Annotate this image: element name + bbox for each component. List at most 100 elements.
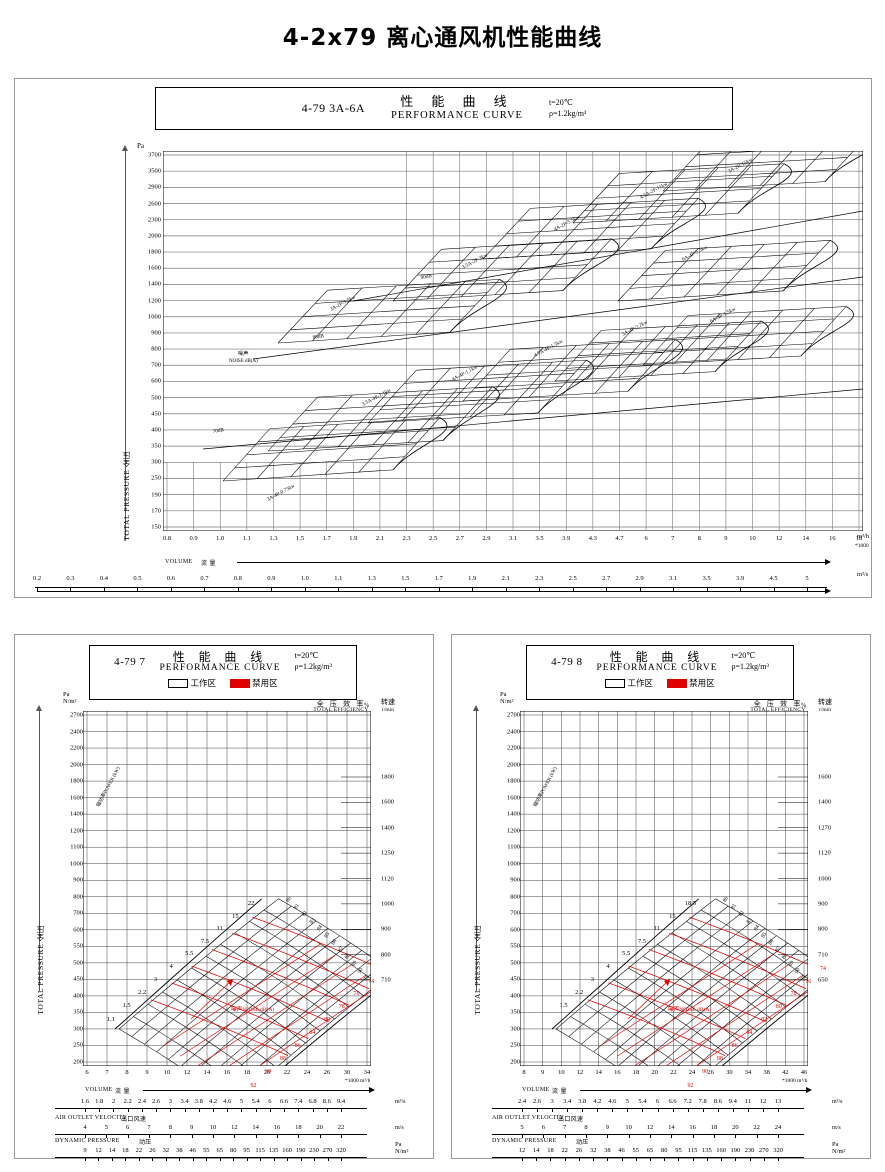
scale-label: 20 [732,1124,739,1131]
scale-label: 5 [805,575,809,582]
x-tick: 16 [614,1069,621,1076]
y-tick: 700 [151,361,161,369]
noise-label: 90 [702,1069,709,1076]
y-tick: 1100 [507,843,520,851]
scale-tick [650,1157,651,1161]
condition-block: t=20℃ ρ=1.2kg/m³ [549,98,586,120]
y-tick: 250 [73,1041,83,1049]
y-tick: 550 [510,942,520,950]
scale-label: 9 [190,1124,194,1131]
scale-tick [522,1108,523,1112]
y-tick: 300 [510,1025,520,1033]
noise-label: 84 [309,1029,316,1036]
efficiency-caption-8: 全 压 效 率 TOTAL EFFICIENCY [750,700,806,714]
x-tick: 14 [595,1069,602,1076]
scale-tick [269,1108,271,1112]
scale-label: 320 [773,1147,783,1154]
scale-label: 65 [646,1147,654,1154]
x-tick: 18 [855,535,863,542]
scale-label: 46 [618,1147,625,1154]
scale-tick [198,1108,200,1112]
scale-label: 16 [273,1124,281,1131]
scale-label: 3 [550,1098,554,1105]
scale-tick [260,1157,262,1161]
power-label: 1.5 [122,1002,131,1010]
scale-tick [762,1108,764,1112]
scale-label: 230 [744,1147,755,1154]
scale-label: 80 [229,1147,237,1154]
scale-baseline [492,1108,804,1109]
scale-label: 95 [675,1147,682,1154]
scale-label: 9 [83,1147,87,1154]
rpm-tick: 800 [818,925,828,933]
scale-tick [678,1157,680,1161]
scale-tick [298,1108,300,1112]
scale-tick [149,1134,150,1138]
chart-panel-8: 4-79 8 性 能 曲 线 PERFORMANCE CURVE t=20℃ ρ… [451,634,871,1161]
scale-label: 5 [239,1098,244,1105]
scale-tick [672,1108,674,1112]
scale-tick [138,1157,140,1161]
scale-label: 115 [255,1147,265,1154]
scale-tick [103,587,105,591]
scale-label: 14 [532,1147,540,1154]
scale-label: 1.9 [468,575,477,582]
y-tick: 1600 [148,264,161,272]
x-axis-multiplier-top: *1000 [855,543,869,549]
scale-tick [586,1134,587,1138]
velocity-label-en-8: AIR OUTLET VELOCITY [492,1115,565,1121]
power-label: 11 [653,925,660,933]
x-tick: 2.5 [429,535,438,542]
svg-text:81: 81 [293,903,301,911]
x-tick: 9 [724,535,728,542]
x-tick: 9 [541,1069,545,1076]
scale-label: 4.6 [223,1098,232,1105]
scale-tick [593,1157,595,1161]
x-tick: 7 [671,535,675,542]
scale-tick [552,1108,554,1112]
y-axis-arrow-shaft [125,151,126,541]
scale-tick [213,1108,214,1112]
scale-tick [170,1134,172,1138]
y-axis-caption-8: TOTAL PRESSURE 全压 [473,925,482,1015]
scale-baseline [55,1108,367,1109]
efficiency-caption-7: 全 压 效 率 TOTAL EFFICIENCY [313,700,369,714]
volume-arrow-shaft-8 [580,1090,808,1091]
noise-label: 76 [353,991,360,998]
y-tick: 900 [73,876,83,884]
x-axis-multiplier-8: *1000 m³/h [782,1078,808,1084]
x-tick: 30 [726,1069,733,1076]
scale-tick [773,587,775,591]
svg-text:75: 75 [800,974,808,982]
y-tick: 2200 [70,744,83,752]
scale-tick [607,1134,609,1138]
y-tick: 600 [73,926,83,934]
scale-label: 8.6 [713,1098,722,1105]
y-axis-arrow-head [122,145,128,151]
chart-header-3a-6a: 4-79 3A-6A 性 能 曲 线 PERFORMANCE CURVE t=2… [155,87,733,130]
scale-label: 13 [774,1098,782,1105]
scale-label: 6.6 [668,1098,677,1105]
rpm-tick: 1120 [818,849,831,857]
x-tick: 24 [303,1069,311,1076]
x-tick: 3.5 [535,535,544,542]
scale-tick [237,587,239,591]
y-tick: 3700 [148,151,161,159]
scale-label: 6 [126,1124,130,1131]
x-tick: 2.9 [482,535,491,542]
svg-text:84: 84 [316,924,324,932]
volume-unit-8: m³/s [832,1099,843,1105]
x-tick: 34 [744,1069,752,1076]
scale-tick [165,1157,167,1161]
condition-density: ρ=1.2kg/m³ [548,108,587,118]
scale-label: 8.6 [322,1098,331,1105]
scale-label: 6.8 [308,1098,317,1105]
y-tick: 300 [73,1025,83,1033]
scale-label: 190 [730,1147,741,1154]
perf-caption-en-8: PERFORMANCE CURVE [596,662,718,673]
svg-text:87: 87 [337,945,345,953]
scale-tick [106,1134,108,1138]
scale-baseline [492,1157,804,1158]
scale-tick [657,1108,659,1112]
scale-label: 5 [104,1124,108,1131]
